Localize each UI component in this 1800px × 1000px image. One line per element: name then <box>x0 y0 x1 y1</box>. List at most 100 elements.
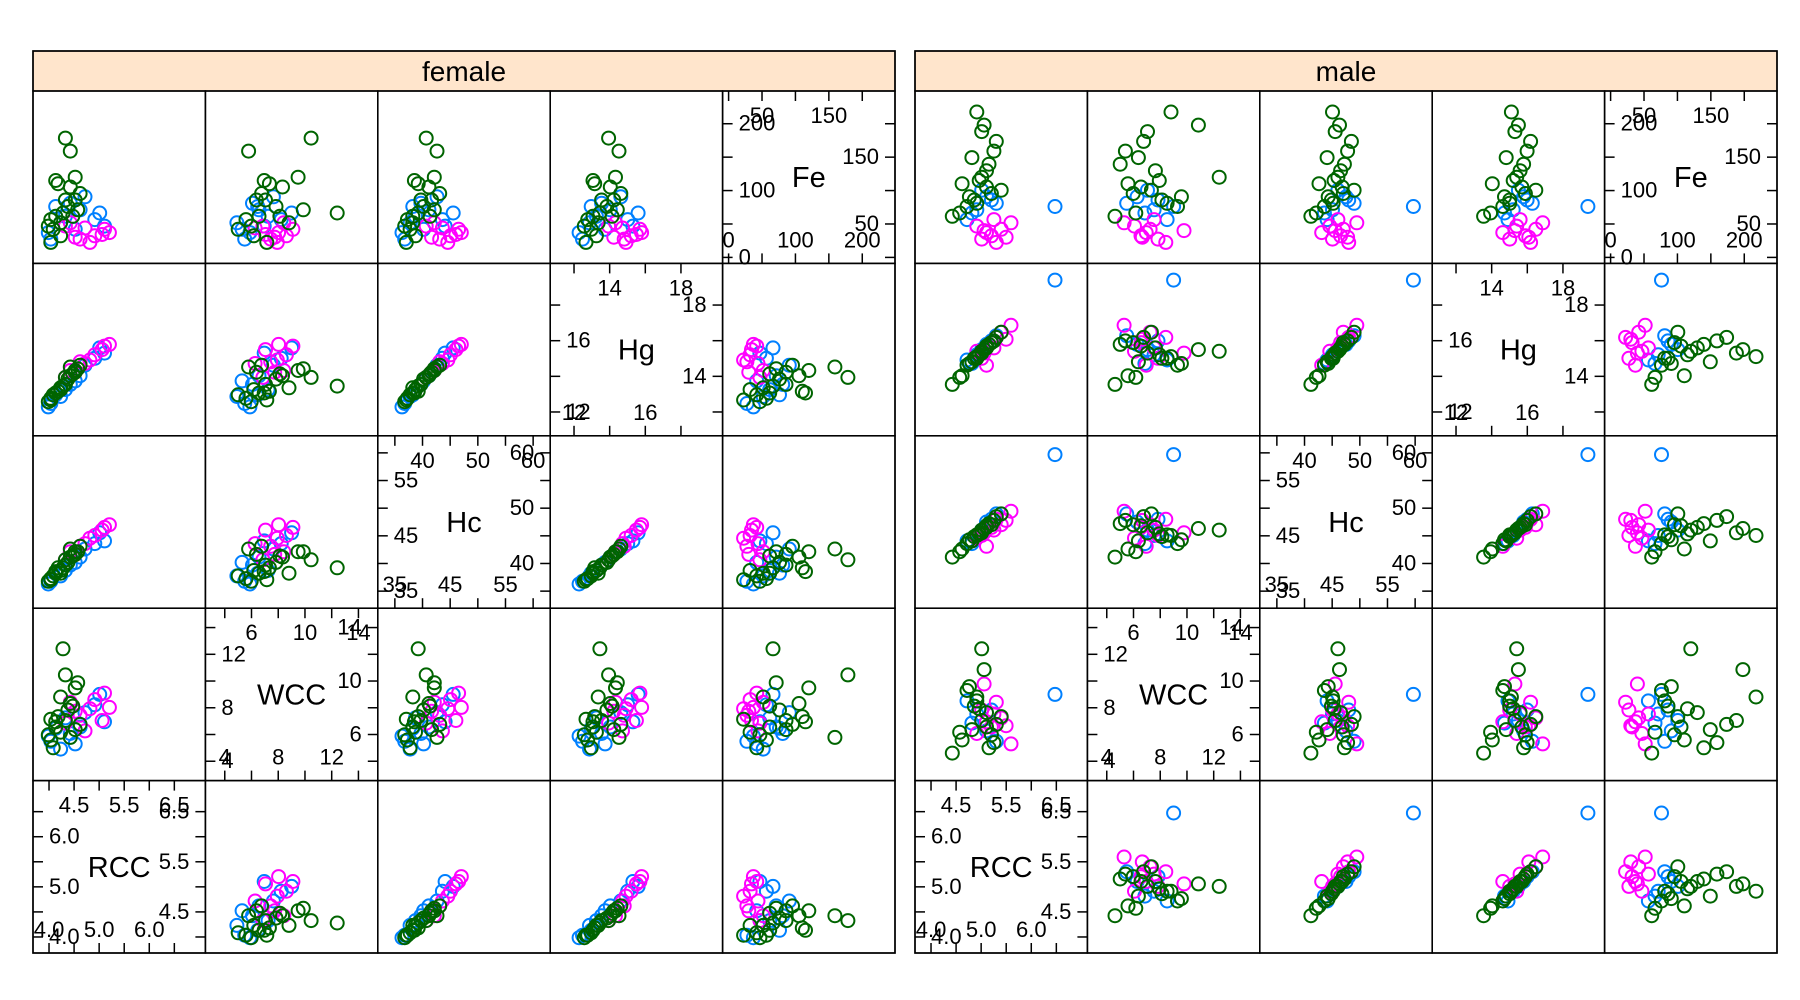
point-male-s2-13 <box>952 369 968 385</box>
point-female-s2-16 <box>398 234 414 250</box>
point-male-s2-15 <box>1151 526 1167 542</box>
point-male-s2-16 <box>1117 866 1133 882</box>
point-female-s2-15 <box>827 359 843 375</box>
point-male-s2-19 <box>1325 195 1341 211</box>
point-male-s2-19 <box>1657 883 1673 899</box>
point-female-s2-13 <box>67 192 83 208</box>
point-male-s2-16 <box>1117 143 1133 159</box>
point-male-s2-15 <box>1326 701 1342 717</box>
tick-label-low-x-RCC-2: 5.0 <box>84 917 115 942</box>
point-female-s1-5 <box>440 701 456 717</box>
point-male-s2-19 <box>1325 693 1341 709</box>
tick-label-low-y-Hc-4: 55 <box>394 468 418 493</box>
point-male-s2-18 <box>1133 518 1149 534</box>
point-female-s2-13 <box>67 722 83 738</box>
point-male-s2-11 <box>1112 156 1128 172</box>
tick-label-low-x-WCC-2: 8 <box>1154 745 1166 770</box>
point-female-s2-10 <box>230 387 246 403</box>
point-male-s0-5 <box>1497 715 1512 731</box>
point-female-s1-2 <box>739 538 755 554</box>
tick-label-low-x-RCC-2: 5.0 <box>966 917 997 942</box>
cell-female-r2-c0 <box>32 435 207 609</box>
point-female-s2-16 <box>736 572 752 588</box>
point-female-s2-15 <box>241 908 257 924</box>
point-male-s2-4 <box>1748 349 1764 365</box>
point-male-s2-0 <box>1107 376 1123 392</box>
tick-label-low-y-Fe-2: 100 <box>1621 178 1658 203</box>
point-female-s2-3 <box>791 696 807 711</box>
point-male-s1-7 <box>1146 866 1162 882</box>
point-female-s1-7 <box>448 227 464 242</box>
point-male-s2-16 <box>986 333 1002 349</box>
point-male-s2-19 <box>969 350 985 366</box>
point-female-s2-19 <box>422 208 438 224</box>
point-male-s2-8 <box>1719 509 1735 525</box>
point-male-s2-7 <box>1170 536 1185 552</box>
point-female-s2-11 <box>303 369 319 385</box>
point-female-s2-5 <box>290 169 306 185</box>
point-female-s2-11 <box>840 667 856 683</box>
cell-male-r1-c4 <box>1603 262 1778 437</box>
point-female-s2-16 <box>578 234 594 250</box>
point-female-s2-12 <box>50 383 66 399</box>
var-label-Hg: Hg <box>1500 335 1537 367</box>
point-male-s2-16 <box>1709 735 1725 751</box>
point-male-s2-19 <box>969 693 985 709</box>
point-male-s2-12 <box>1346 709 1362 725</box>
tick-label-high-x-Fe-1: 50 <box>750 103 774 128</box>
tick-label-low-x-WCC-2: 8 <box>272 745 284 770</box>
point-female-s2-6 <box>580 212 596 228</box>
point-male-s2-18 <box>1133 179 1149 195</box>
point-female-s2-15 <box>827 729 843 745</box>
point-female-s2-17 <box>609 675 625 691</box>
point-female-s2-19 <box>762 548 778 564</box>
point-male-s0-6 <box>1405 272 1421 288</box>
point-female-s2-13 <box>606 903 622 919</box>
point-male-s2-11 <box>1112 871 1128 887</box>
tick-label-high-x-Hg-1: 14 <box>1479 275 1503 300</box>
tick-label-high-y-Fe-1: 50 <box>1737 211 1761 236</box>
cell-male-r0-c3 <box>1431 90 1606 265</box>
tick-label-high-y-Hc-3: 50 <box>1392 495 1416 520</box>
point-female-s2-15 <box>611 143 627 159</box>
point-female-s2-6 <box>238 390 254 406</box>
point-female-s0-8 <box>53 741 69 757</box>
point-male-s1-3 <box>1003 215 1019 231</box>
point-female-s0-9 <box>765 340 781 356</box>
point-male-s2-2 <box>1319 150 1335 166</box>
point-male-s2-2 <box>1130 354 1146 370</box>
point-male-s2-18 <box>979 179 994 195</box>
tick-label-high-x-Hc-1: 40 <box>1292 448 1316 473</box>
point-male-s2-4 <box>1503 104 1519 120</box>
point-male-s2-8 <box>1136 329 1152 345</box>
tick-label-low-x-WCC-4: 12 <box>319 745 343 770</box>
point-female-s1-7 <box>94 227 110 242</box>
point-male-s1-2 <box>1150 231 1166 247</box>
point-female-s1-9 <box>424 229 440 245</box>
point-male-s0-1 <box>1129 189 1145 205</box>
point-male-s2-5 <box>1147 163 1163 179</box>
point-female-s1-7 <box>744 713 759 728</box>
point-female-s2-5 <box>801 903 817 919</box>
point-male-s1-3 <box>1116 317 1132 333</box>
point-male-s2-14 <box>976 117 992 133</box>
point-male-s2-1 <box>1676 898 1692 914</box>
tick-label-low-x-RCC-0: 4.0 <box>916 917 947 942</box>
cell-male-r3-c4 <box>1603 607 1778 782</box>
point-male-s2-1 <box>1676 368 1692 384</box>
point-male-s2-19 <box>1159 350 1175 366</box>
point-male-s0-6 <box>1166 805 1182 821</box>
point-female-s2-5 <box>426 680 442 696</box>
point-female-s1-7 <box>628 227 644 242</box>
point-male-s2-13 <box>1128 900 1144 916</box>
point-male-s2-11 <box>1336 336 1352 352</box>
point-female-s2-18 <box>798 385 813 401</box>
point-female-s2-16 <box>736 927 752 943</box>
point-female-s2-10 <box>749 740 765 756</box>
point-male-s2-16 <box>1117 333 1133 349</box>
